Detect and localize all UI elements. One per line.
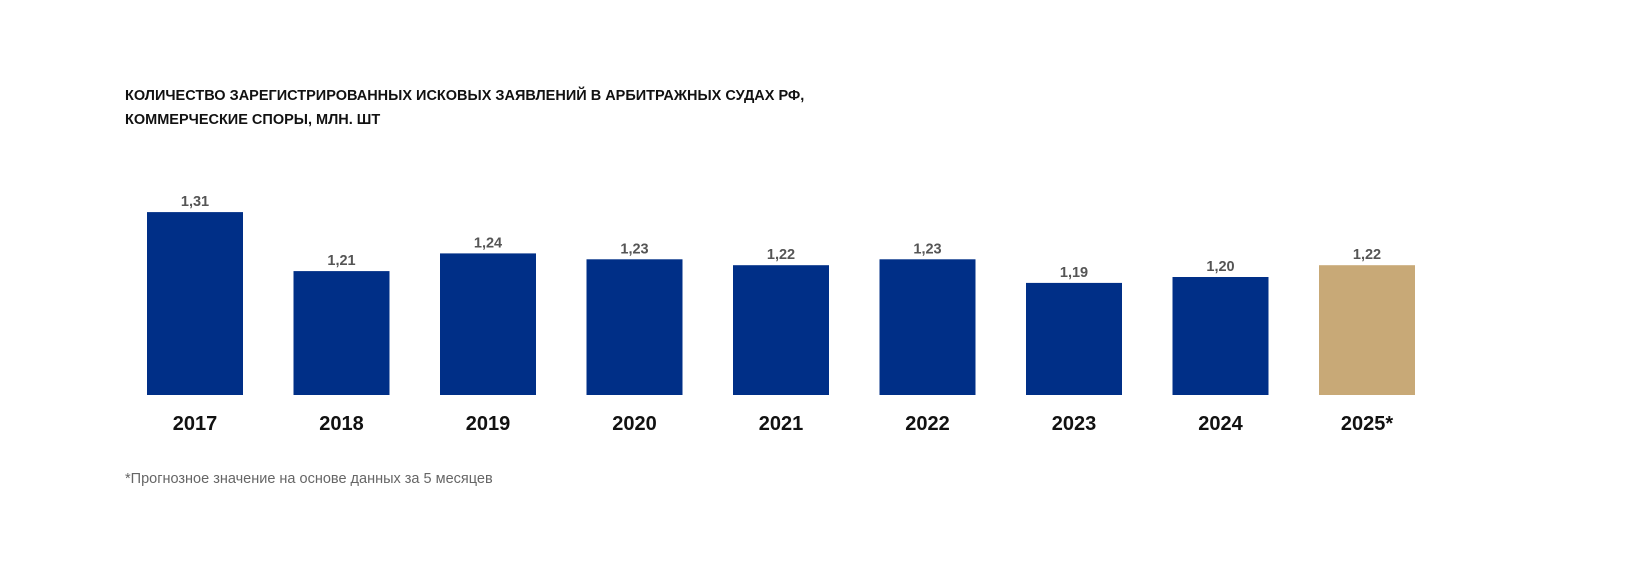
x-tick-label: 2021	[759, 413, 804, 435]
data-label: 1,22	[1353, 247, 1381, 263]
chart-title: КОЛИЧЕСТВО ЗАРЕГИСТРИРОВАННЫХ ИСКОВЫХ ЗА…	[125, 84, 804, 132]
x-tick-label: 2020	[612, 413, 657, 435]
data-label: 1,19	[1060, 265, 1088, 281]
bar-2024	[1172, 277, 1269, 395]
bar-2019	[440, 253, 536, 395]
data-label: 1,23	[620, 241, 648, 257]
x-tick-label: 2022	[905, 413, 950, 435]
x-tick-label: 2025*	[1341, 413, 1393, 435]
x-tick-label: 2018	[319, 413, 364, 435]
bar-2020	[586, 259, 683, 395]
x-tick-label: 2017	[173, 413, 218, 435]
bar-2025	[1319, 265, 1415, 395]
footnote: *Прогнозное значение на основе данных за…	[125, 471, 493, 487]
data-label: 1,22	[767, 247, 795, 263]
bar-2022	[879, 259, 976, 395]
x-tick-label: 2019	[466, 413, 511, 435]
x-tick-label: 2024	[1198, 413, 1243, 435]
chart-title-line1: КОЛИЧЕСТВО ЗАРЕГИСТРИРОВАННЫХ ИСКОВЫХ ЗА…	[125, 88, 805, 104]
bar-2021	[733, 265, 829, 395]
x-tick-label: 2023	[1052, 413, 1097, 435]
bar-2023	[1026, 282, 1122, 395]
bar-2017	[147, 212, 243, 395]
data-label: 1,23	[913, 241, 941, 257]
data-label: 1,21	[327, 253, 355, 269]
data-label: 1,31	[181, 194, 209, 210]
bar-2018	[293, 271, 390, 395]
chart-title-line2: КОММЕРЧЕСКИЕ СПОРЫ, МЛН. ШТ	[125, 112, 381, 128]
data-label: 1,24	[474, 235, 502, 251]
data-label: 1,20	[1206, 259, 1234, 275]
